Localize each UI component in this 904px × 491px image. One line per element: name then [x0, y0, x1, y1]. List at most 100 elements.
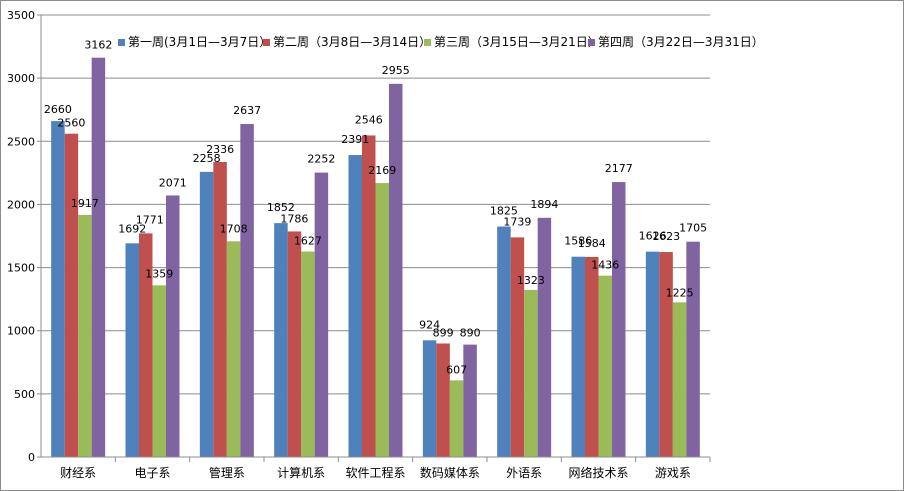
bar [78, 214, 92, 457]
x-tick-label: 数码媒体系 [420, 465, 480, 480]
data-label: 2560 [57, 117, 85, 130]
y-tick-label: 500 [14, 388, 35, 401]
bar [64, 133, 79, 458]
bar [166, 195, 180, 457]
data-label: 1825 [490, 205, 518, 218]
data-label: 1894 [530, 198, 558, 211]
bar [585, 256, 599, 457]
bar [213, 161, 227, 457]
bar [51, 121, 65, 457]
data-label: 899 [433, 326, 454, 339]
x-tick-label: 财经系 [60, 466, 96, 480]
data-label: 924 [419, 318, 440, 331]
bar [645, 251, 660, 457]
data-label: 1586 [564, 235, 592, 248]
legend-label: 第四周（3月22日—3月31日） [598, 35, 764, 49]
legend-label: 第二周（3月8日—3月14日） [273, 35, 431, 49]
data-label: 1436 [591, 259, 619, 272]
data-label: 2169 [368, 164, 396, 177]
bar [571, 256, 585, 457]
bar [152, 285, 166, 457]
data-label: 890 [460, 327, 481, 340]
data-label: 1359 [145, 267, 173, 280]
data-label: 1323 [517, 274, 545, 287]
bar [125, 243, 139, 457]
bar [659, 252, 673, 457]
bar [436, 343, 450, 457]
y-tick-label: 3000 [7, 72, 35, 85]
bar [686, 241, 700, 457]
bar [199, 171, 214, 457]
bar [510, 237, 525, 457]
data-label: 1623 [652, 230, 680, 243]
bar [422, 340, 437, 457]
bar [348, 155, 362, 458]
x-tick-label: 电子系 [134, 466, 170, 480]
x-tick-label: 软件工程系 [345, 465, 405, 480]
data-label: 1584 [578, 237, 606, 250]
x-tick-label: 网络技术系 [568, 465, 628, 480]
data-label: 2252 [307, 153, 335, 166]
bar [598, 275, 612, 457]
x-tick-label: 管理系 [209, 465, 245, 480]
bar [139, 233, 153, 457]
data-label: 607 [446, 363, 467, 376]
bar [672, 302, 687, 457]
y-tick-label: 1500 [7, 262, 35, 275]
bar [463, 344, 477, 457]
bar [301, 251, 315, 457]
data-label: 1705 [679, 222, 707, 235]
data-label: 1626 [639, 230, 667, 243]
bar [497, 226, 511, 457]
x-tick-label: 游戏系 [655, 466, 691, 480]
data-label: 2391 [341, 133, 369, 146]
bar [274, 223, 288, 457]
data-label: 2955 [382, 64, 410, 77]
data-label: 1852 [267, 201, 295, 214]
bar [314, 172, 329, 458]
data-label: 2546 [355, 113, 383, 126]
data-label: 1627 [294, 235, 322, 248]
legend-swatch [263, 39, 270, 46]
data-label: 1771 [136, 213, 164, 226]
bar [612, 182, 626, 458]
y-tick-label: 3500 [7, 9, 35, 22]
bar [449, 380, 464, 457]
legend-label: 第三周（3月15日—3月21日） [434, 35, 600, 49]
y-tick-label: 2500 [7, 135, 35, 148]
bar [287, 231, 302, 457]
bar [375, 183, 389, 457]
y-tick-label: 0 [28, 451, 35, 464]
bar [389, 83, 403, 457]
data-label: 2660 [44, 103, 72, 116]
legend-swatch [424, 39, 431, 46]
legend-swatch [118, 39, 125, 46]
data-label: 2637 [233, 104, 261, 117]
y-tick-label: 1000 [7, 325, 35, 338]
bar [537, 217, 552, 457]
data-label: 2258 [193, 152, 221, 165]
x-tick-label: 外语系 [506, 466, 542, 480]
data-label: 1708 [220, 222, 248, 235]
data-label: 1225 [666, 286, 694, 299]
bar [240, 123, 254, 458]
legend-label: 第一周(3月1日—3月7日） [128, 35, 271, 49]
x-tick-label: 计算机系 [277, 465, 325, 480]
bar [226, 241, 241, 457]
legend-swatch [588, 39, 595, 46]
y-tick-label: 2000 [7, 198, 35, 211]
bar [91, 57, 106, 457]
data-label: 3162 [84, 39, 112, 52]
data-label: 1692 [118, 222, 146, 235]
data-label: 2336 [206, 143, 234, 156]
bar [362, 135, 376, 458]
legend: 第一周(3月1日—3月7日） 第二周（3月8日—3月14日） 第三周（3月15日—3… [118, 35, 764, 49]
bar [524, 289, 538, 457]
data-label: 1786 [280, 212, 308, 225]
data-label: 2177 [605, 162, 633, 175]
bars [51, 57, 700, 458]
data-label: 1739 [503, 215, 531, 228]
data-label: 1917 [71, 197, 99, 210]
